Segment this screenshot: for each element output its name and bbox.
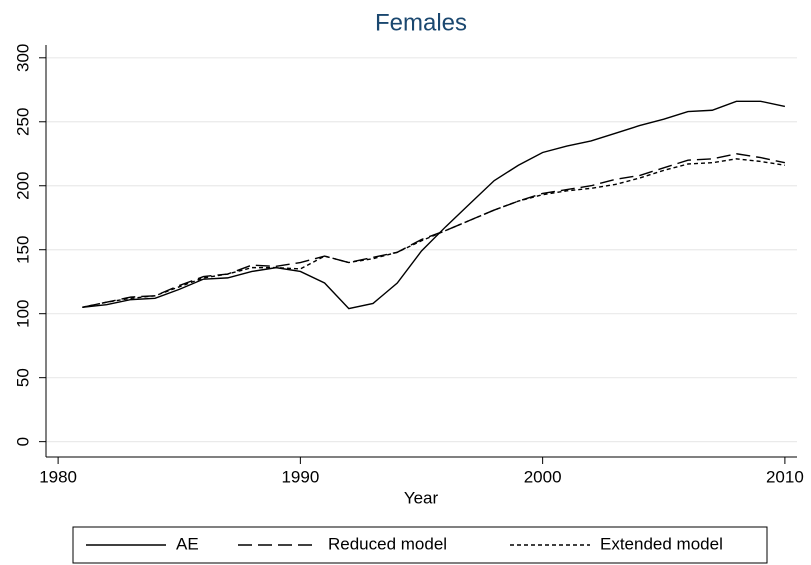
chart-title: Females (375, 9, 467, 36)
y-tick-label: 0 (13, 437, 32, 446)
y-tick-label: 300 (13, 44, 32, 72)
series-line (82, 100, 786, 310)
x-axis-label: Year (404, 488, 439, 507)
y-tick-label: 200 (13, 172, 32, 200)
x-tick-label: 2010 (766, 467, 804, 486)
legend-box (72, 526, 768, 564)
x-tick-label: 2000 (524, 467, 562, 486)
y-tick-label: 50 (13, 368, 32, 387)
x-tick-label: 1980 (39, 467, 77, 486)
x-tick-label: 1990 (281, 467, 319, 486)
y-tick-label: 250 (13, 108, 32, 136)
y-tick-label: 150 (13, 236, 32, 264)
legend-label: AE (176, 534, 199, 553)
legend-label: Reduced model (328, 534, 447, 553)
y-tick-label: 100 (13, 300, 32, 328)
series-line (82, 158, 785, 308)
legend-label: Extended model (600, 534, 723, 553)
